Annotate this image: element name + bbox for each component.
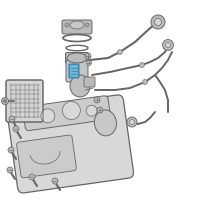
Circle shape [86,60,92,66]
FancyBboxPatch shape [66,52,88,64]
Circle shape [97,107,103,113]
Circle shape [130,119,134,124]
Circle shape [118,49,122,54]
Circle shape [127,117,137,127]
FancyBboxPatch shape [69,64,79,78]
Circle shape [142,79,148,84]
FancyBboxPatch shape [6,80,43,122]
Ellipse shape [70,75,90,97]
Circle shape [2,98,8,104]
Circle shape [13,126,19,132]
Circle shape [62,101,80,119]
Circle shape [85,53,91,59]
FancyBboxPatch shape [62,20,92,34]
FancyBboxPatch shape [23,96,110,131]
Circle shape [140,62,144,68]
FancyBboxPatch shape [84,77,95,87]
FancyBboxPatch shape [17,135,76,178]
FancyBboxPatch shape [7,95,134,193]
Circle shape [52,178,58,184]
Circle shape [41,109,55,123]
Circle shape [65,23,69,27]
Circle shape [85,23,89,27]
Ellipse shape [70,21,84,29]
Circle shape [7,167,13,173]
Circle shape [154,19,162,25]
Ellipse shape [67,53,87,63]
Circle shape [4,99,6,102]
Circle shape [8,147,14,153]
Circle shape [94,97,100,103]
Ellipse shape [94,110,116,136]
Circle shape [86,105,97,116]
Circle shape [151,15,165,29]
Circle shape [162,40,174,50]
Circle shape [29,174,35,180]
FancyBboxPatch shape [66,60,88,82]
Circle shape [9,116,15,122]
Circle shape [166,43,170,47]
